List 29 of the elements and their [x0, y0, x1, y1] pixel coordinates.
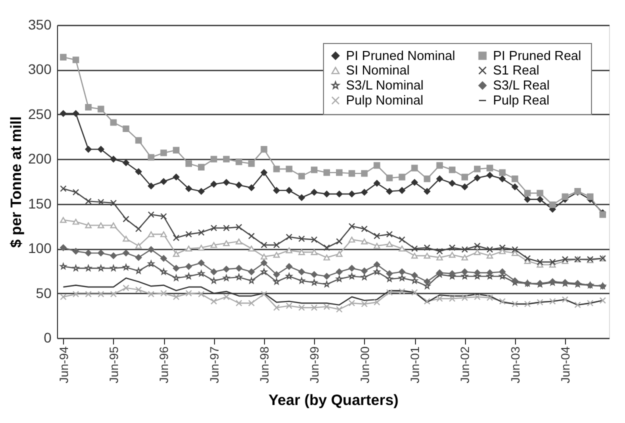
x-tick-label: Jun-03 — [508, 346, 522, 384]
y-tick-label: 100 — [28, 240, 52, 256]
legend-label: SI Nominal — [346, 62, 410, 78]
x-tick-label: Jun-98 — [258, 346, 272, 384]
x-axis-title: Year (by Quarters) — [268, 392, 399, 410]
y-tick-label: 200 — [28, 150, 52, 167]
y-tick-label: 250 — [28, 106, 52, 122]
x-tick-label: Jun-96 — [157, 346, 172, 384]
legend-label: PI Pruned Real — [493, 48, 582, 63]
x-tick-label: Jun-99 — [308, 346, 322, 384]
x-tick-label: Jun-94 — [56, 346, 71, 384]
x-tick-label: Jun-95 — [106, 346, 121, 384]
legend-label: Pulp Real — [493, 92, 550, 108]
y-tick-label: 300 — [28, 61, 52, 78]
x-tick-label: Jun-04 — [558, 346, 573, 384]
x-tick-label: Jun-00 — [358, 346, 372, 384]
x-tick-label: Jun-01 — [408, 346, 422, 384]
y-tick-label: 50 — [36, 284, 52, 301]
y-tick-label: 350 — [28, 16, 52, 32]
y-tick-label: 0 — [44, 330, 52, 346]
x-tick-label: Jun-97 — [207, 346, 222, 384]
legend-label: Pulp Nominal — [346, 92, 424, 108]
y-axis-title: $ per Tonne at mill — [8, 116, 26, 248]
y-tick-label: 150 — [28, 195, 52, 212]
x-tick-label: Jun-02 — [458, 346, 472, 384]
legend-label: S3/L Real — [493, 78, 550, 92]
legend-label: S3/L Nominal — [346, 78, 424, 92]
legend-label: S1 Real — [493, 62, 540, 78]
legend-label: PI Pruned Nominal — [346, 48, 456, 63]
